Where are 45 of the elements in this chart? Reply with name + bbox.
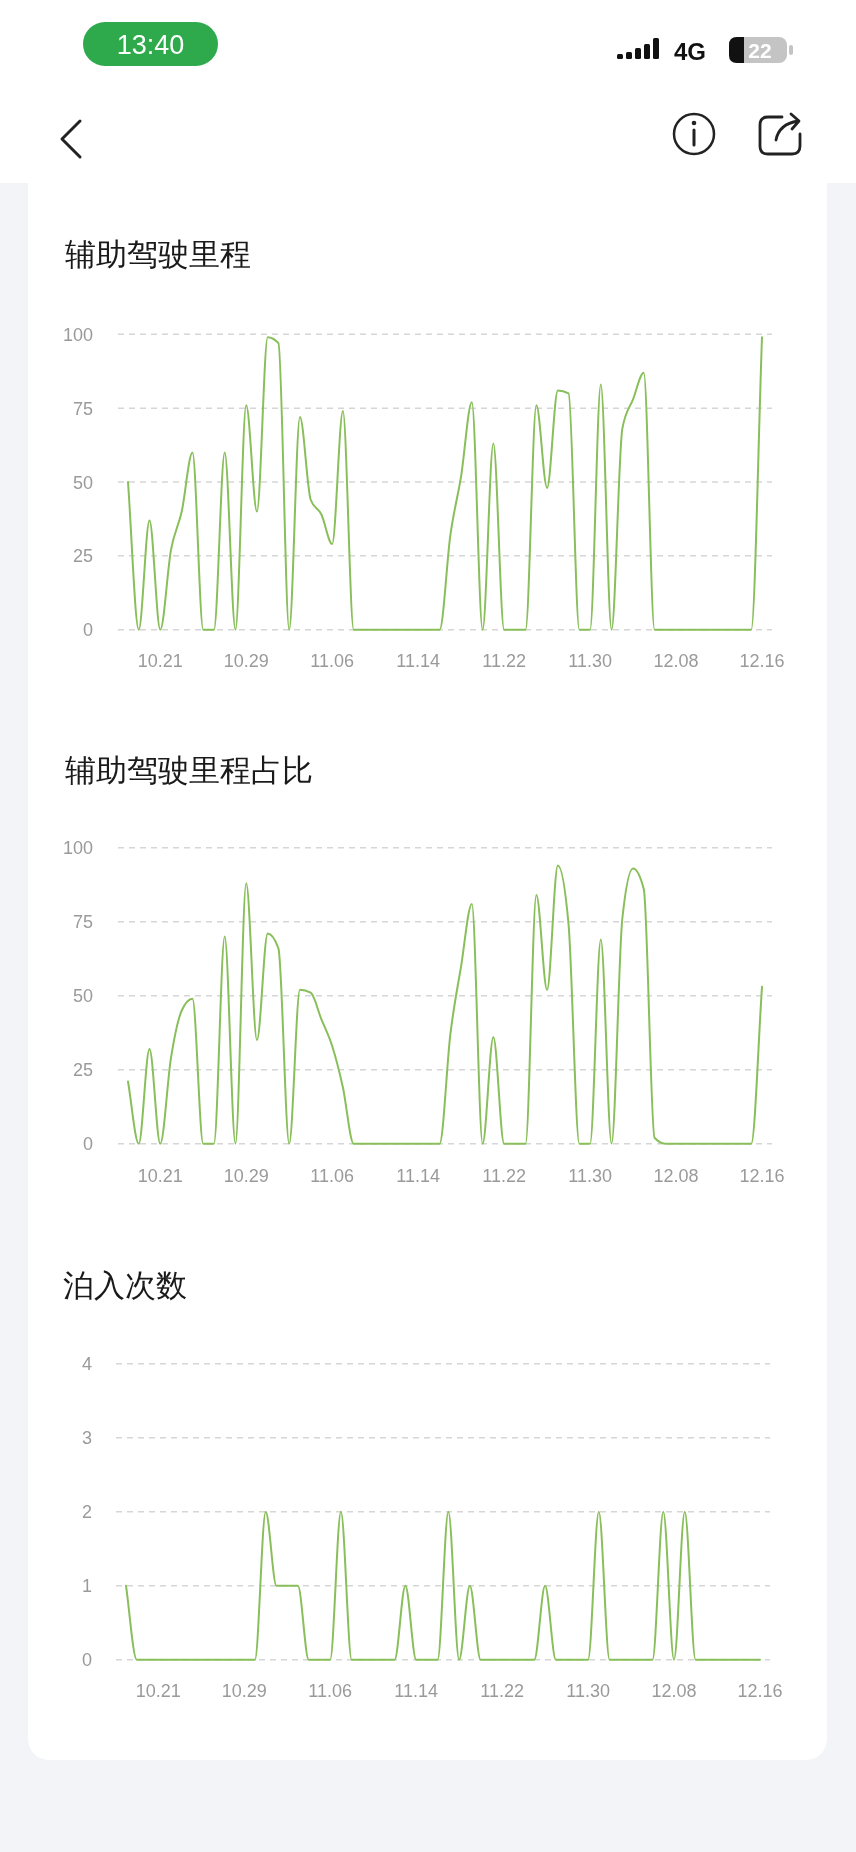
- x-tick-label: 11.14: [396, 651, 440, 671]
- y-tick-label: 50: [72, 472, 93, 493]
- chart-title: 泊入次数: [63, 1268, 187, 1303]
- x-tick-label: 10.21: [137, 1166, 183, 1186]
- y-tick-label: 4: [81, 1354, 92, 1375]
- x-tick-label: 11.14: [394, 1681, 438, 1701]
- x-tick-label: 11.30: [566, 1681, 610, 1701]
- x-tick-label: 10.29: [221, 1681, 267, 1701]
- y-tick-label: 0: [81, 1650, 92, 1671]
- x-tick-label: 12.16: [737, 1681, 783, 1701]
- y-tick-label: 75: [72, 912, 93, 933]
- x-tick-label: 12.08: [651, 1681, 697, 1701]
- x-tick-label: 11.30: [568, 1166, 612, 1186]
- y-tick-label: 0: [82, 620, 93, 641]
- x-tick-label: 12.08: [653, 651, 699, 671]
- y-tick-label: 2: [81, 1502, 92, 1523]
- x-tick-label: 11.14: [396, 1166, 440, 1186]
- x-tick-label: 11.22: [482, 1166, 526, 1186]
- text: 22: [748, 39, 772, 62]
- x-tick-label: 10.21: [135, 1681, 181, 1701]
- y-tick-label: 100: [62, 838, 93, 859]
- y-tick-label: 75: [72, 398, 93, 419]
- y-tick-label: 1: [81, 1576, 92, 1597]
- y-tick-label: 100: [62, 324, 93, 345]
- y-tick-label: 25: [72, 1060, 93, 1081]
- y-tick-label: 0: [82, 1134, 93, 1155]
- text: 4G: [674, 38, 707, 65]
- x-tick-label: 11.06: [308, 1681, 353, 1701]
- chart-title: 辅助驾驶里程: [65, 237, 251, 272]
- x-tick-label: 12.08: [653, 1166, 699, 1186]
- x-tick-label: 10.29: [223, 651, 269, 671]
- x-tick-label: 12.16: [739, 651, 785, 671]
- x-tick-label: 11.22: [482, 651, 526, 671]
- y-tick-label: 50: [72, 986, 93, 1007]
- x-tick-label: 11.30: [568, 651, 612, 671]
- x-tick-label: 11.06: [310, 651, 355, 671]
- text: 13:40: [116, 30, 185, 60]
- x-tick-label: 12.16: [739, 1166, 785, 1186]
- x-tick-label: 11.06: [310, 1166, 355, 1186]
- y-tick-label: 25: [72, 546, 93, 567]
- x-tick-label: 10.29: [223, 1166, 269, 1186]
- x-tick-label: 10.21: [137, 651, 183, 671]
- x-tick-label: 11.22: [480, 1681, 524, 1701]
- chart-title: 辅助驾驶里程占比: [65, 753, 313, 788]
- y-tick-label: 3: [81, 1428, 92, 1449]
